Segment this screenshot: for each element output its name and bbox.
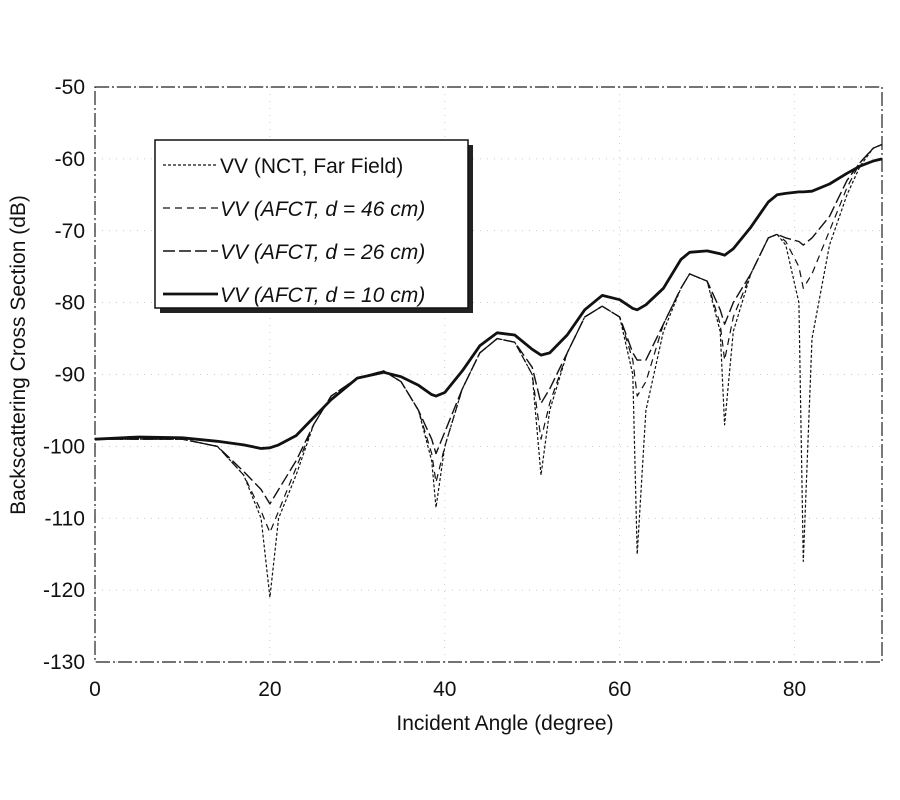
y-tick-label: -120 (43, 579, 85, 602)
series-line-2 (95, 143, 883, 534)
legend: VV (NCT, Far Field) VV (AFCT, d = 46 cm) V… (154, 139, 473, 313)
y-tick-label: -60 (55, 148, 85, 171)
y-tick-label: -130 (43, 651, 85, 674)
y-tick-label: -80 (55, 292, 85, 315)
grid (94, 86, 882, 663)
y-tick-label: -110 (45, 507, 85, 530)
series-line-1 (95, 143, 883, 598)
tick-labels: 0 20 40 60 80 -50 -60 -70 -80 -90 -100 -110 -120 -130 (43, 76, 806, 701)
y-tick-label: -70 (55, 220, 85, 243)
y-tick-label: -100 (43, 435, 85, 458)
series-group (94, 143, 883, 598)
legend-label: VV (AFCT, d = 26 cm) (220, 241, 425, 264)
x-tick-label: 0 (89, 678, 101, 701)
legend-box (154, 139, 469, 309)
legend-label: VV (AFCT, d = 10 cm) (220, 284, 425, 307)
series-line-4 (94, 157, 883, 450)
x-tick-label: 20 (258, 678, 281, 701)
x-tick-label: 40 (433, 678, 456, 701)
x-axis-label: Incident Angle (degree) (396, 712, 613, 735)
y-axis-label: Backscattering Cross Section (dB) (7, 195, 30, 515)
legend-label: VV (NCT, Far Field) (220, 155, 403, 178)
plot-frame (94, 86, 883, 663)
x-tick-label: 60 (608, 678, 631, 701)
y-tick-label: -90 (55, 364, 85, 387)
y-tick-label: -50 (55, 76, 85, 99)
series-line-3 (95, 143, 883, 505)
x-tick-label: 80 (783, 678, 806, 701)
legend-label: VV (AFCT, d = 46 cm) (220, 198, 425, 221)
